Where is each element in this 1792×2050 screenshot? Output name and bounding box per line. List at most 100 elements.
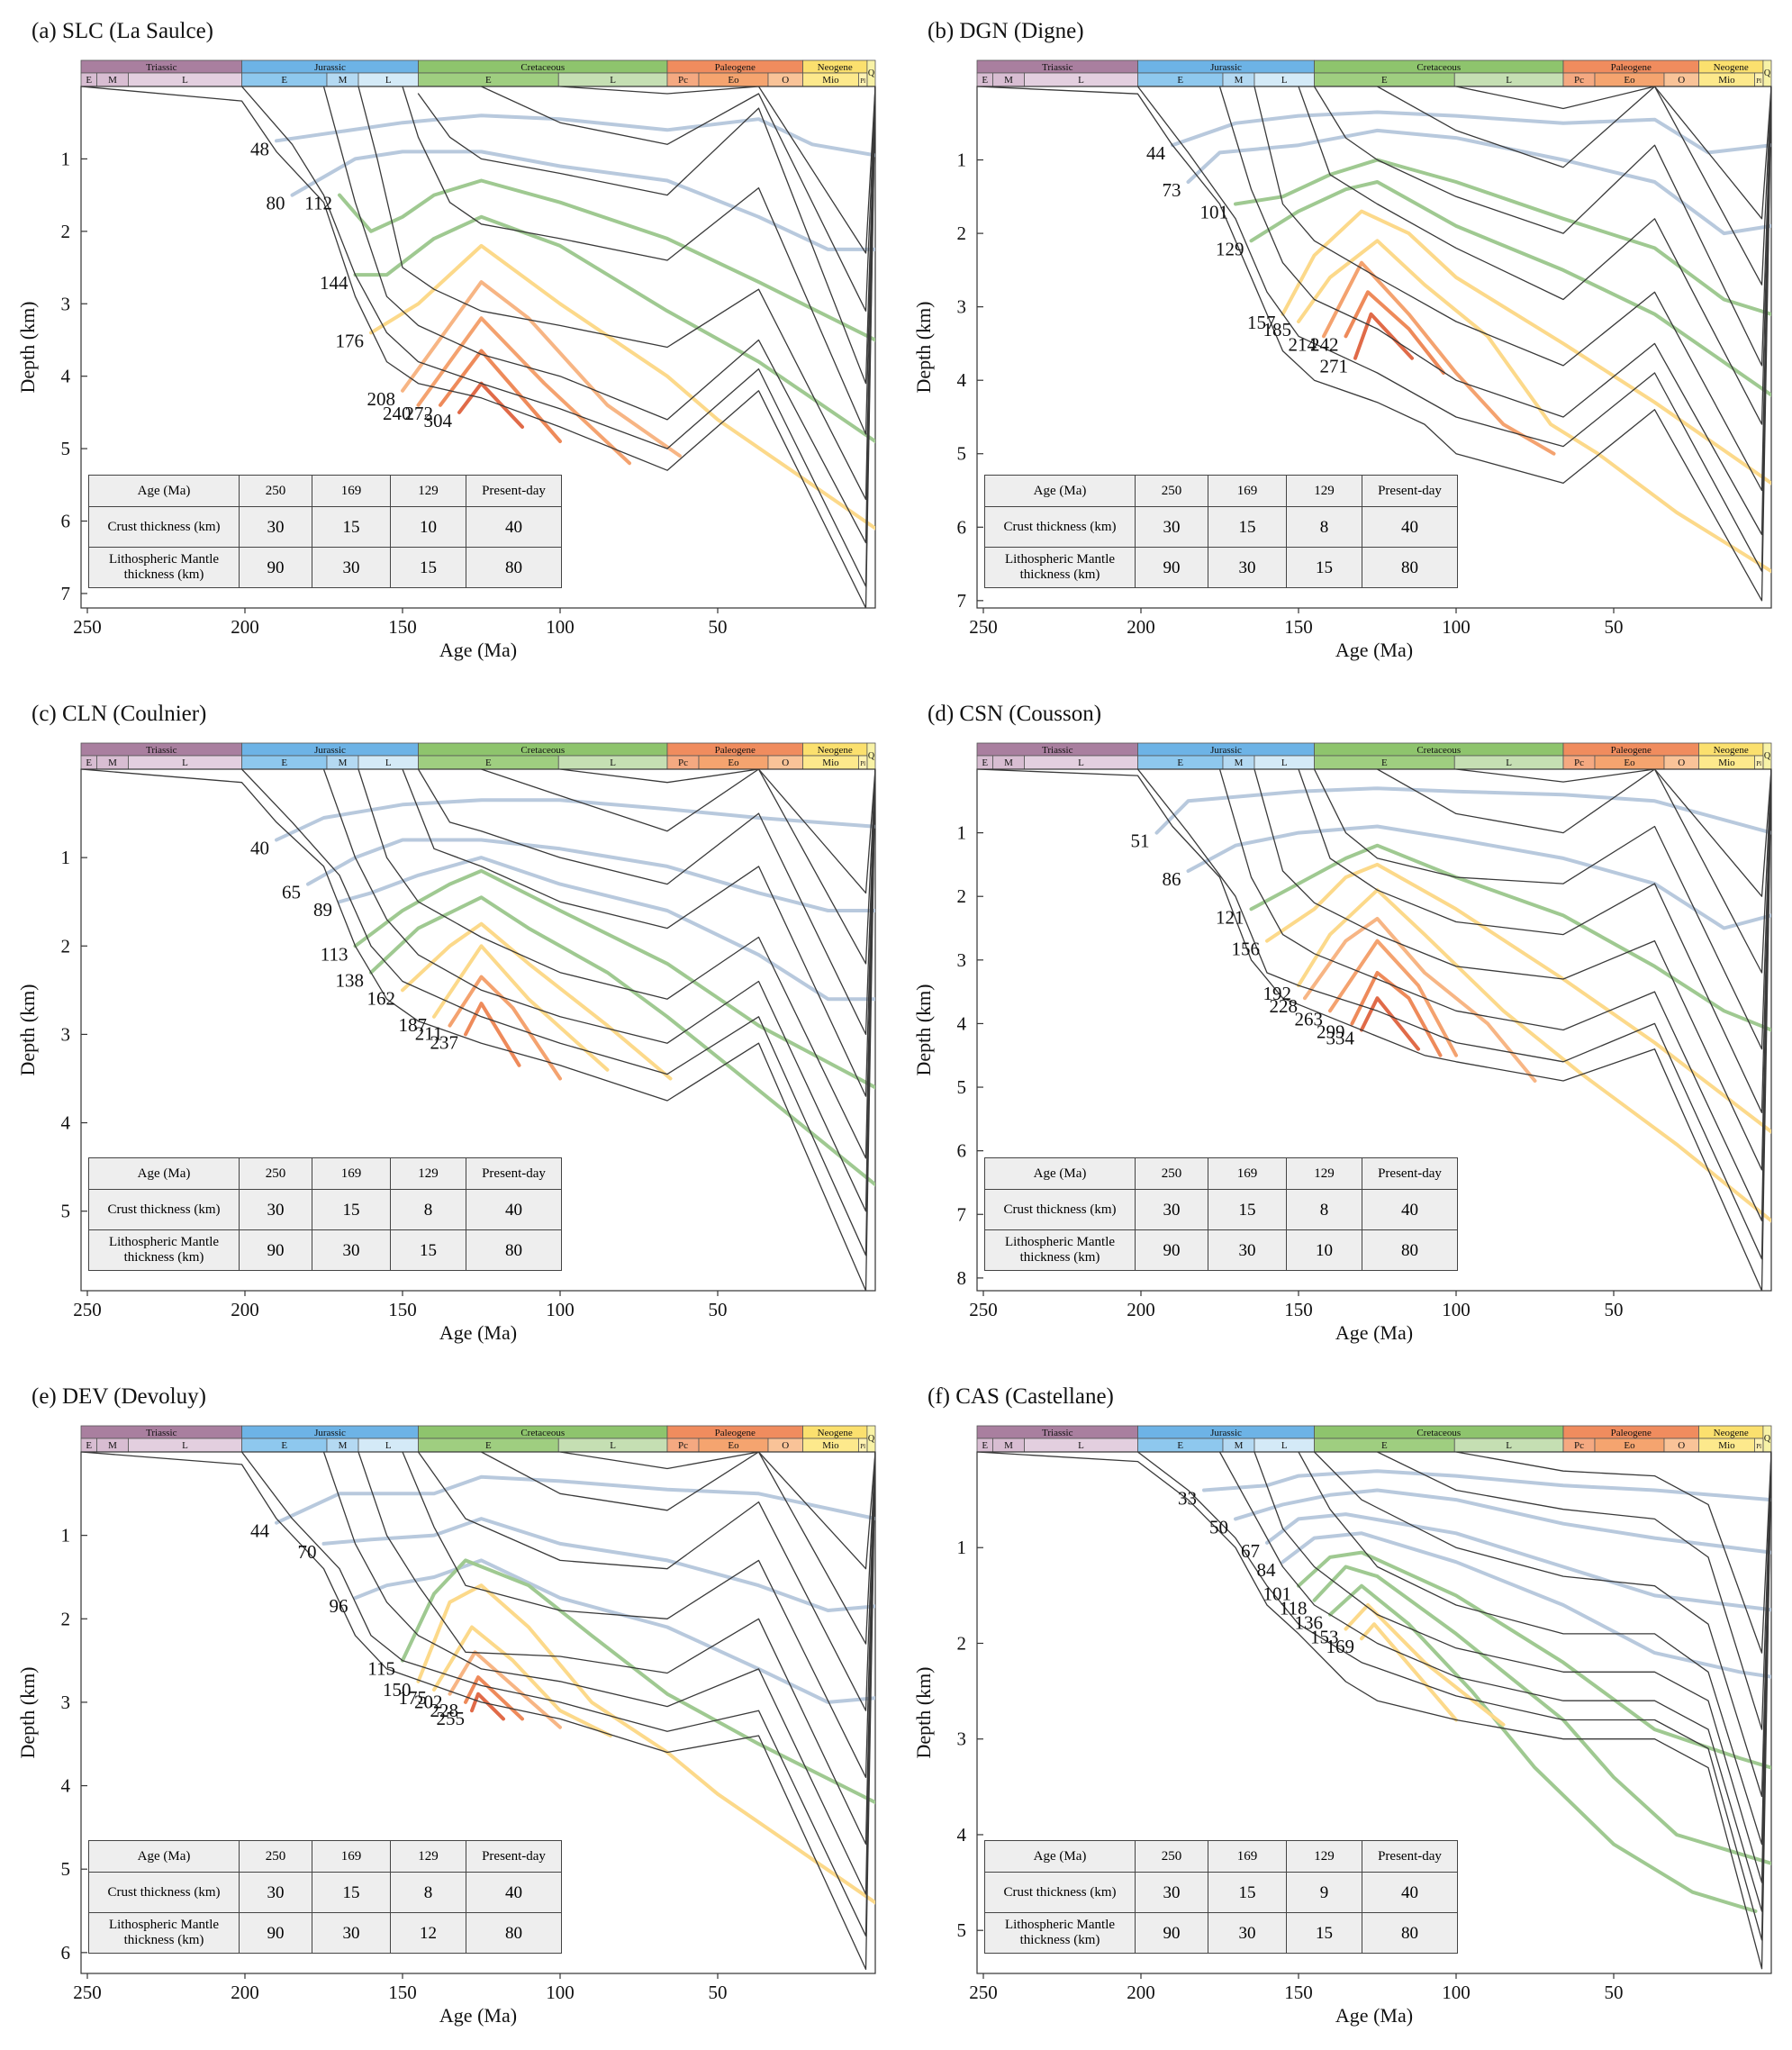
table-cell: 12 <box>390 1912 466 1954</box>
table-cell: Lithospheric Mantle thickness (km) <box>88 1912 240 1954</box>
table-cell: Present-day <box>466 1840 562 1873</box>
x-tick-label: 250 <box>969 616 998 638</box>
burial-curve <box>417 769 875 1036</box>
table-cell: 90 <box>239 1229 312 1271</box>
burial-curve <box>480 1452 875 1645</box>
table-cell: Age (Ma) <box>88 1840 240 1873</box>
lines <box>81 769 875 1291</box>
epoch-label: Mio <box>1718 1440 1735 1451</box>
isotherm-label: 129 <box>1216 238 1244 259</box>
x-tick-label: 250 <box>73 616 102 638</box>
isotherm-label: 73 <box>1163 179 1181 201</box>
isotherm-label: 48 <box>250 138 269 159</box>
isotherm <box>1322 260 1556 456</box>
epoch-label: Pl <box>1756 760 1761 767</box>
x-tick-label: 50 <box>709 1982 728 2003</box>
burial-curve <box>1455 86 1771 220</box>
isotherm <box>290 150 875 251</box>
table-cell: 80 <box>466 1912 562 1954</box>
epoch-label: E <box>281 75 287 86</box>
burial-curve <box>559 86 875 254</box>
y-tick-label: 4 <box>61 1112 71 1134</box>
isotherm-label: 51 <box>1131 830 1150 852</box>
period-label: Triassic <box>1042 62 1073 73</box>
epoch-label: Eo <box>728 757 739 768</box>
x-axis-label: Age (Ma) <box>439 1321 517 1344</box>
burial-curve <box>1298 1452 1771 1846</box>
table-row: Age (Ma) 250 169 129 Present-day <box>88 1840 562 1873</box>
burial-curve <box>1298 769 1771 1113</box>
isotherm-label: 176 <box>336 330 365 351</box>
period-label: Neogene <box>1714 745 1749 756</box>
isotherm <box>401 280 682 458</box>
epoch-label: Pc <box>1574 75 1584 86</box>
panel: (e) DEV (Devoluy) Triassic Jurassic Cretace… <box>16 1384 876 2027</box>
epoch-label: Pc <box>678 75 688 86</box>
table-cell: 90 <box>1135 547 1208 588</box>
period-label: Cretaceous <box>1416 1428 1461 1438</box>
isotherm-label: 156 <box>1232 939 1261 960</box>
epoch-label: O <box>782 757 789 768</box>
period-label: Neogene <box>1714 1428 1749 1438</box>
epoch-label: L <box>1078 1440 1084 1451</box>
table-cell: 90 <box>239 1912 312 1954</box>
burial-curve <box>1376 769 1771 974</box>
y-tick-label: 8 <box>957 1267 967 1289</box>
table-cell: 8 <box>390 1189 466 1230</box>
epoch-label: Pl <box>860 760 865 767</box>
table-cell: Crust thickness (km) <box>984 1189 1136 1230</box>
isotherm-label: 101 <box>1200 201 1229 222</box>
y-axis-label: Depth (km) <box>16 301 39 393</box>
burial-curve <box>240 86 875 587</box>
period-label: Triassic <box>146 745 177 756</box>
isotherm <box>1281 209 1771 485</box>
table-cell: Age (Ma) <box>984 475 1136 507</box>
epoch-label: O <box>1678 757 1685 768</box>
table-row: Crust thickness (km) 30 15 10 40 <box>88 506 562 548</box>
isotherm-label: 101 <box>1263 1583 1292 1605</box>
table-row: Age (Ma) 250 169 129 Present-day <box>984 1157 1458 1190</box>
isotherm <box>1249 180 1771 397</box>
period-label: Paleogene <box>1611 745 1652 756</box>
panel: (f) CAS (Castellane) Triassic Jurassic Cret… <box>912 1384 1772 2027</box>
table-cell: Crust thickness (km) <box>88 1189 240 1230</box>
epoch-label: E <box>86 75 92 86</box>
period-label: Q <box>868 1434 875 1444</box>
y-tick-label: 5 <box>61 438 71 459</box>
period-label: Q <box>868 68 875 78</box>
isotherm-label: 112 <box>304 193 332 214</box>
table-row: Lithospheric Mantle thickness (km) 90 30 10… <box>984 1229 1458 1271</box>
isotherm-label: 214 <box>1289 333 1317 355</box>
x-tick-label: 100 <box>546 616 575 638</box>
epoch-label: M <box>1235 757 1244 768</box>
isotherm <box>1297 239 1771 574</box>
isotherm <box>1186 128 1771 236</box>
burial-curve <box>1455 1452 1771 1654</box>
table-cell: 15 <box>1208 506 1287 548</box>
epoch-label: L <box>1281 757 1288 768</box>
isotherm-label: 150 <box>383 1679 412 1701</box>
y-tick-label: 6 <box>61 1942 71 1964</box>
y-tick-label: 5 <box>957 443 967 465</box>
table-cell: 129 <box>1286 1157 1362 1190</box>
y-tick-label: 2 <box>957 885 967 907</box>
isotherm <box>448 1650 562 1729</box>
epoch-label: L <box>1078 757 1084 768</box>
epoch-label: E <box>281 1440 287 1451</box>
burial-curve <box>1298 86 1771 425</box>
burial-curve <box>240 1452 875 1937</box>
isotherm <box>439 349 562 443</box>
x-tick-label: 200 <box>231 1982 259 2003</box>
x-tick-label: 50 <box>1605 1299 1624 1320</box>
burial-curve <box>480 769 875 965</box>
y-tick-label: 7 <box>957 590 967 612</box>
epoch-label: L <box>182 1440 188 1451</box>
epoch-label: M <box>339 757 348 768</box>
table-cell: 250 <box>1135 1840 1208 1873</box>
isotherm <box>416 1583 875 1905</box>
epoch-label: E <box>86 757 92 768</box>
epoch-label: L <box>1506 75 1512 86</box>
isotherm-label: 80 <box>267 193 285 214</box>
epoch-label: M <box>1004 75 1013 86</box>
table-cell: 169 <box>1208 1840 1287 1873</box>
